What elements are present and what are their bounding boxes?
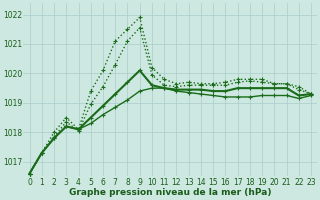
X-axis label: Graphe pression niveau de la mer (hPa): Graphe pression niveau de la mer (hPa) bbox=[69, 188, 272, 197]
